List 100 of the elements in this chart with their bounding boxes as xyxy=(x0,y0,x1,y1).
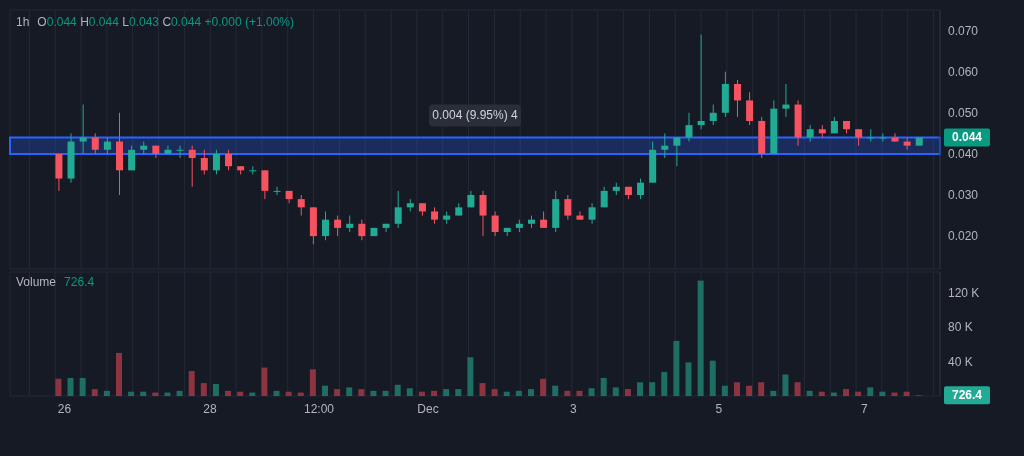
x-tick-label: 12:00 xyxy=(303,401,335,416)
bar xyxy=(588,388,595,396)
candlestick xyxy=(733,79,741,118)
bar xyxy=(649,382,656,396)
x-tick-label: Dec xyxy=(417,401,439,416)
bar xyxy=(624,389,631,396)
bar xyxy=(855,391,862,396)
candlestick xyxy=(382,223,390,233)
bar xyxy=(346,387,353,396)
candlestick xyxy=(91,132,99,155)
bar xyxy=(903,391,910,396)
bar xyxy=(261,367,268,396)
bar xyxy=(552,385,559,396)
bar xyxy=(237,391,244,396)
bar xyxy=(116,352,122,396)
bar xyxy=(600,377,607,396)
candlestick xyxy=(782,83,790,118)
candlestick xyxy=(673,136,681,167)
bar xyxy=(503,391,510,396)
candlestick xyxy=(685,112,693,143)
bar xyxy=(91,389,98,396)
candlestick xyxy=(564,194,572,221)
bar xyxy=(479,383,486,396)
bar xyxy=(382,390,389,396)
candlestick xyxy=(334,215,342,237)
candlestick xyxy=(188,145,196,188)
bar xyxy=(321,385,328,396)
bar xyxy=(79,377,86,396)
bar xyxy=(334,389,341,396)
candlestick xyxy=(273,186,281,196)
bar xyxy=(758,382,765,396)
bar xyxy=(67,377,74,396)
y-tick-label: 0.040 xyxy=(948,147,979,162)
band-label: 0.004 (9.95%) 4 xyxy=(432,108,519,123)
candlestick xyxy=(176,145,184,159)
bar xyxy=(212,383,219,396)
bar xyxy=(394,384,401,396)
bar xyxy=(140,391,147,396)
bar xyxy=(188,371,195,396)
candlestick xyxy=(588,202,596,225)
bar xyxy=(370,390,377,396)
candlestick xyxy=(637,178,645,200)
bar xyxy=(697,280,704,396)
candlestick xyxy=(79,104,87,155)
bar xyxy=(309,369,316,396)
bar xyxy=(806,390,813,396)
bar xyxy=(285,391,292,396)
bar xyxy=(455,389,462,396)
candlestick xyxy=(261,169,269,200)
ref-line-label: 0.044 xyxy=(951,130,983,145)
bar xyxy=(491,389,498,396)
bar xyxy=(721,385,728,396)
bar xyxy=(661,371,668,396)
bar xyxy=(176,390,183,396)
candlestick xyxy=(746,91,754,126)
bar xyxy=(843,389,850,396)
candlestick xyxy=(709,104,717,126)
bar xyxy=(467,357,474,396)
candlestick xyxy=(661,132,669,159)
y-tick-label: 0.020 xyxy=(948,229,979,244)
bar xyxy=(103,390,110,396)
candlestick xyxy=(891,132,899,143)
x-tick-label: 28 xyxy=(203,401,217,416)
candlestick xyxy=(903,136,911,151)
bar xyxy=(782,374,789,396)
bar xyxy=(128,391,135,396)
bar xyxy=(527,389,534,396)
y-tick-label: 120 K xyxy=(948,285,980,300)
y-tick-label: 40 K xyxy=(948,354,973,369)
y-tick-label: 0.050 xyxy=(948,106,979,121)
bar xyxy=(406,388,413,396)
candlestick xyxy=(225,149,233,171)
candlestick xyxy=(212,149,220,175)
bar xyxy=(818,391,825,396)
bar xyxy=(576,390,583,396)
annotation: 726.4 xyxy=(951,388,983,403)
bar xyxy=(418,391,425,396)
x-tick-label: 5 xyxy=(715,401,723,416)
candlestick xyxy=(358,219,366,241)
bar xyxy=(225,390,232,396)
candlestick xyxy=(164,145,172,155)
bar xyxy=(515,390,522,396)
bar xyxy=(867,387,874,396)
x-tick-label: 3 xyxy=(570,401,578,416)
bar xyxy=(879,391,886,396)
bar xyxy=(612,387,619,396)
bar xyxy=(770,390,777,396)
text: O0.044 H0.044 L0.043 C0.044 +0.000 (+1.00%) xyxy=(37,15,295,29)
bar xyxy=(733,382,740,396)
bar xyxy=(637,382,644,396)
bar xyxy=(431,390,438,396)
y-tick-label: 0.060 xyxy=(948,64,979,79)
y-tick-label: 0.070 xyxy=(948,23,979,38)
bar xyxy=(564,390,571,396)
bar xyxy=(685,362,692,396)
bar xyxy=(709,360,716,396)
chart-title: Volume xyxy=(16,275,57,289)
bar xyxy=(443,389,450,396)
candlestick xyxy=(200,149,208,175)
candlestick xyxy=(128,145,136,171)
